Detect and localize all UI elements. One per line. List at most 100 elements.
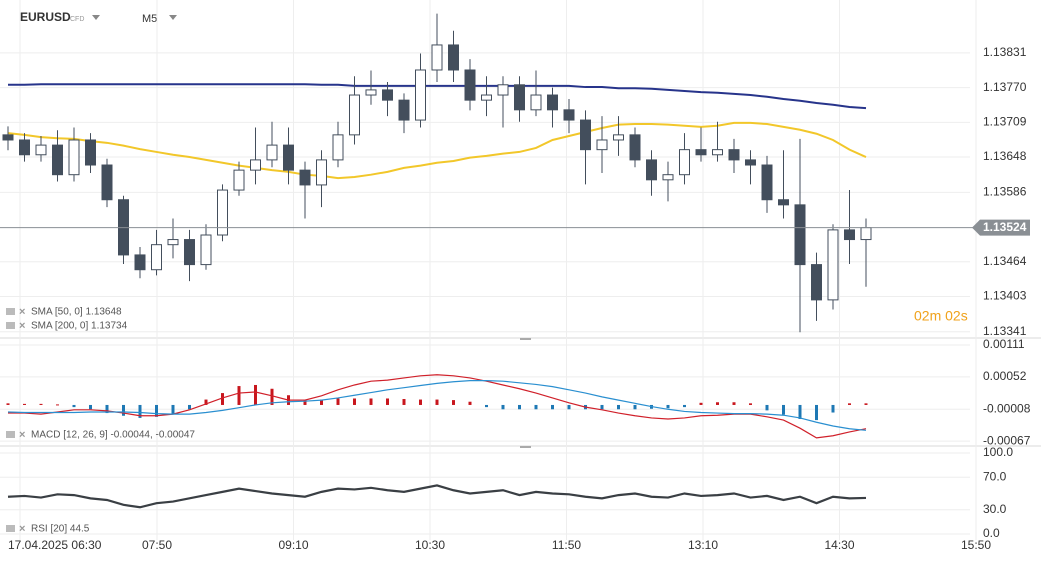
legend-label: SMA [200, 0] 1.13734	[31, 321, 128, 332]
y-tick-label: 1.13709	[983, 115, 1027, 129]
macd-histogram-bar	[72, 404, 76, 408]
candle-body	[662, 174, 674, 181]
candle-body	[530, 94, 542, 111]
y-tick-label: -0.00008	[983, 401, 1031, 415]
macd-histogram-bar	[798, 404, 802, 419]
candle-body	[299, 169, 311, 186]
timeframe-dropdown[interactable]	[169, 15, 177, 20]
candle-body	[283, 144, 294, 171]
macd-histogram-bar	[320, 399, 323, 405]
legend-close[interactable]: ×	[19, 523, 25, 535]
macd-histogram-bar	[171, 404, 175, 414]
macd-histogram-bar	[419, 399, 422, 405]
macd-histogram-bar	[204, 399, 208, 405]
macd-histogram-bar	[188, 404, 191, 410]
macd-histogram-bar	[23, 403, 26, 405]
candle-body	[827, 229, 839, 301]
macd-histogram-bar	[138, 404, 142, 418]
resize-handle[interactable]	[520, 338, 531, 340]
candle-body	[679, 149, 690, 176]
candle-body	[134, 254, 146, 271]
y-tick-label: 1.13831	[983, 45, 1027, 59]
candle-body	[431, 44, 443, 71]
candle-body	[35, 144, 47, 156]
macd-histogram-bar	[864, 403, 868, 405]
macd-histogram-bar	[518, 404, 521, 410]
macd-histogram-bar	[782, 404, 785, 415]
macd-histogram-bar	[303, 400, 307, 405]
macd-histogram-bar	[732, 402, 736, 405]
y-tick-label: 0.0	[983, 526, 1000, 540]
candle-body	[547, 94, 558, 111]
candle-body	[349, 94, 360, 136]
candle-body	[217, 189, 228, 236]
candle-body	[646, 159, 657, 181]
candle-body	[2, 134, 14, 141]
candle-body	[415, 69, 426, 121]
timeframe[interactable]: M5	[142, 13, 157, 25]
y-tick-label: 100.0	[983, 445, 1013, 459]
resize-handle[interactable]	[520, 446, 531, 448]
candle-body	[497, 84, 509, 96]
candle-body	[481, 94, 492, 101]
macd-histogram-bar	[765, 404, 769, 411]
legend-close[interactable]: ×	[19, 429, 25, 441]
macd-histogram-bar	[237, 386, 241, 405]
macd-histogram-bar	[402, 399, 406, 405]
candle-body	[68, 139, 80, 176]
candle-body	[151, 244, 162, 271]
legend-close[interactable]: ×	[19, 320, 25, 332]
macd-histogram-bar	[666, 404, 670, 409]
x-tick-label: 15:50	[961, 538, 991, 552]
candle-body	[629, 134, 641, 161]
sma-line	[8, 83, 867, 110]
x-tick-label: 07:50	[142, 538, 172, 552]
y-tick-label: 1.13586	[983, 185, 1027, 199]
macd-histogram-bar	[699, 402, 703, 405]
macd-histogram-bar	[39, 403, 43, 405]
candle-body	[19, 139, 30, 156]
macd-histogram-bar	[468, 401, 472, 405]
countdown: 02m 02s	[914, 308, 968, 324]
x-tick-label: 09:10	[278, 538, 308, 552]
macd-line	[7, 380, 867, 431]
candle-body	[794, 204, 806, 266]
legend-label: MACD [12, 26, 9] -0.00044, -0.00047	[31, 430, 195, 441]
macd-histogram-bar	[56, 404, 59, 406]
y-tick-label: 30.0	[983, 502, 1007, 516]
candle-body	[811, 264, 822, 301]
y-tick-label: 1.13648	[983, 149, 1027, 163]
y-tick-label: -0.00067	[983, 433, 1031, 447]
macd-histogram-bar	[6, 403, 10, 405]
macd-histogram-bar	[254, 384, 257, 405]
candle-body	[613, 134, 624, 141]
macd-histogram-bar	[369, 398, 373, 405]
macd-histogram-bar	[567, 404, 571, 410]
macd-histogram-bar	[831, 404, 835, 413]
candle-body	[514, 84, 525, 111]
y-tick-label: 0.00052	[983, 369, 1027, 383]
macd-histogram-bar	[551, 404, 554, 410]
candle-body	[52, 144, 63, 176]
x-tick-label: 13:10	[688, 538, 718, 552]
legend-close[interactable]: ×	[19, 306, 25, 318]
macd-histogram-bar	[270, 388, 274, 405]
candle-body	[332, 134, 344, 161]
symbol[interactable]: EURUSD	[20, 10, 71, 24]
candle-body	[200, 234, 212, 266]
candle-body	[233, 169, 245, 191]
sma-line	[7, 121, 867, 180]
macd-histogram-bar	[105, 404, 109, 414]
candle-body	[398, 99, 410, 121]
candle-body	[316, 159, 327, 186]
legend-icon	[6, 308, 15, 315]
symbol-dropdown[interactable]	[92, 15, 100, 20]
macd-histogram-bar	[815, 404, 818, 421]
macd-histogram-bar	[155, 404, 158, 417]
candle-body	[695, 149, 707, 156]
instrument-type: CFD	[70, 16, 84, 23]
legend-icon	[6, 322, 15, 329]
candle-body	[382, 89, 393, 101]
current-price-label: 1.13524	[983, 220, 1027, 234]
